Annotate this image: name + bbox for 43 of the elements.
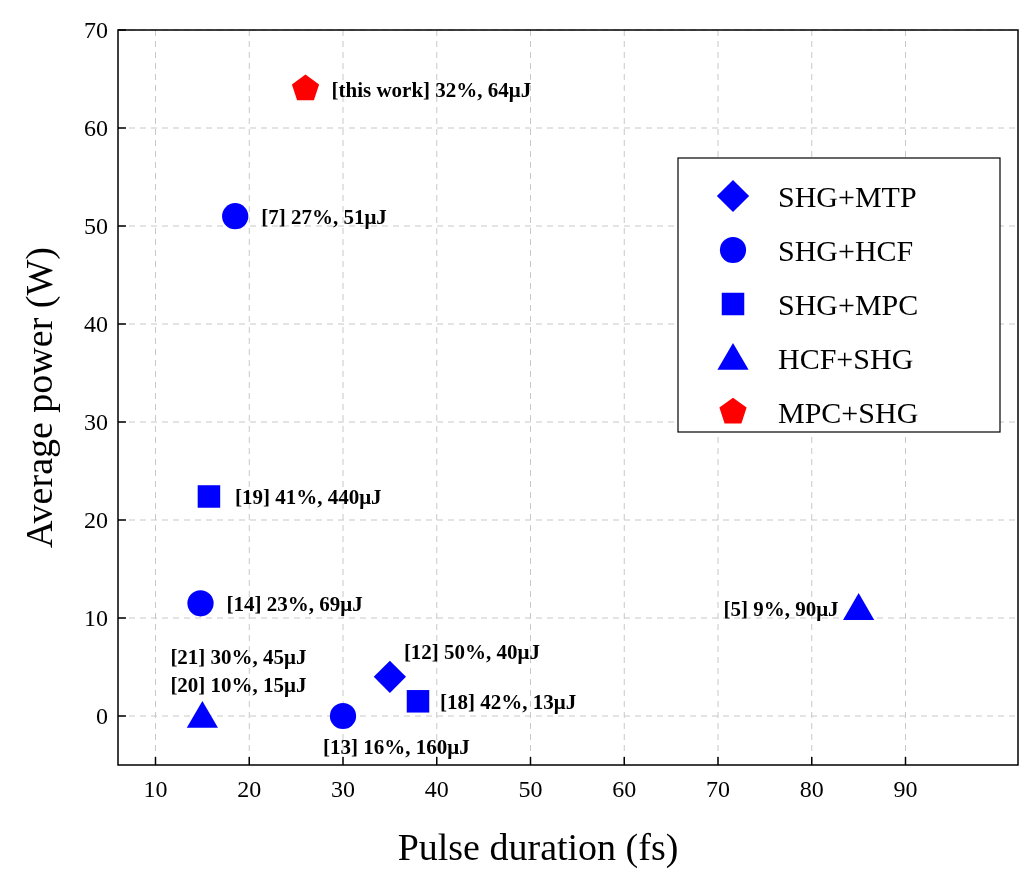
point bbox=[222, 203, 249, 230]
x-tick-label: 60 bbox=[612, 776, 637, 802]
x-tick-label: 70 bbox=[706, 776, 730, 802]
point bbox=[406, 690, 430, 713]
annotation: [this work] 32%, 64μJ bbox=[331, 77, 532, 102]
y-tick-label: 60 bbox=[84, 115, 108, 141]
x-tick-label: 90 bbox=[893, 776, 918, 802]
x-tick-label: 10 bbox=[143, 776, 168, 802]
annotation: [20] 10%, 15μJ bbox=[170, 673, 307, 697]
annotation: [19] 41%, 440μJ bbox=[234, 485, 382, 510]
legend-label: SHG+HCF bbox=[778, 234, 914, 267]
point bbox=[843, 593, 875, 620]
annotation: [21] 30%, 45μJ bbox=[170, 645, 307, 669]
point bbox=[186, 700, 218, 728]
point bbox=[291, 74, 320, 101]
x-tick-label: 40 bbox=[424, 776, 449, 802]
annotation: [5] 9%, 90μJ bbox=[723, 597, 839, 622]
y-tick-label: 10 bbox=[84, 605, 108, 631]
point bbox=[187, 590, 214, 617]
point bbox=[329, 702, 357, 730]
y-tick-label: 50 bbox=[84, 213, 108, 239]
y-axis-title: Average power (W) bbox=[18, 246, 61, 549]
annotation: [12] 50%, 40μJ bbox=[403, 639, 541, 664]
legend-label: HCF+SHG bbox=[778, 342, 914, 375]
y-tick-label: 0 bbox=[96, 703, 108, 729]
y-tick-label: 70 bbox=[84, 17, 108, 43]
annotation: [14] 23%, 69μJ bbox=[226, 592, 363, 617]
x-tick-label: 50 bbox=[518, 776, 543, 802]
legend-label: SHG+MPC bbox=[778, 288, 919, 321]
x-tick-label: 20 bbox=[237, 776, 262, 802]
point bbox=[373, 660, 406, 693]
annotation: [7] 27%, 51μJ bbox=[261, 205, 387, 230]
point bbox=[197, 485, 221, 508]
y-tick-label: 40 bbox=[84, 311, 108, 337]
legend-label: SHG+MTP bbox=[778, 180, 917, 213]
x-axis-title: Pulse duration (fs) bbox=[397, 826, 679, 869]
x-tick-label: 80 bbox=[799, 776, 824, 802]
legend-label: MPC+SHG bbox=[778, 396, 919, 429]
annotation: [13] 16%, 160μJ bbox=[323, 735, 470, 759]
annotation: [18] 42%, 13μJ bbox=[440, 690, 577, 715]
y-tick-label: 20 bbox=[84, 507, 108, 533]
x-tick-label: 30 bbox=[331, 776, 355, 802]
y-tick-label: 30 bbox=[84, 409, 108, 435]
